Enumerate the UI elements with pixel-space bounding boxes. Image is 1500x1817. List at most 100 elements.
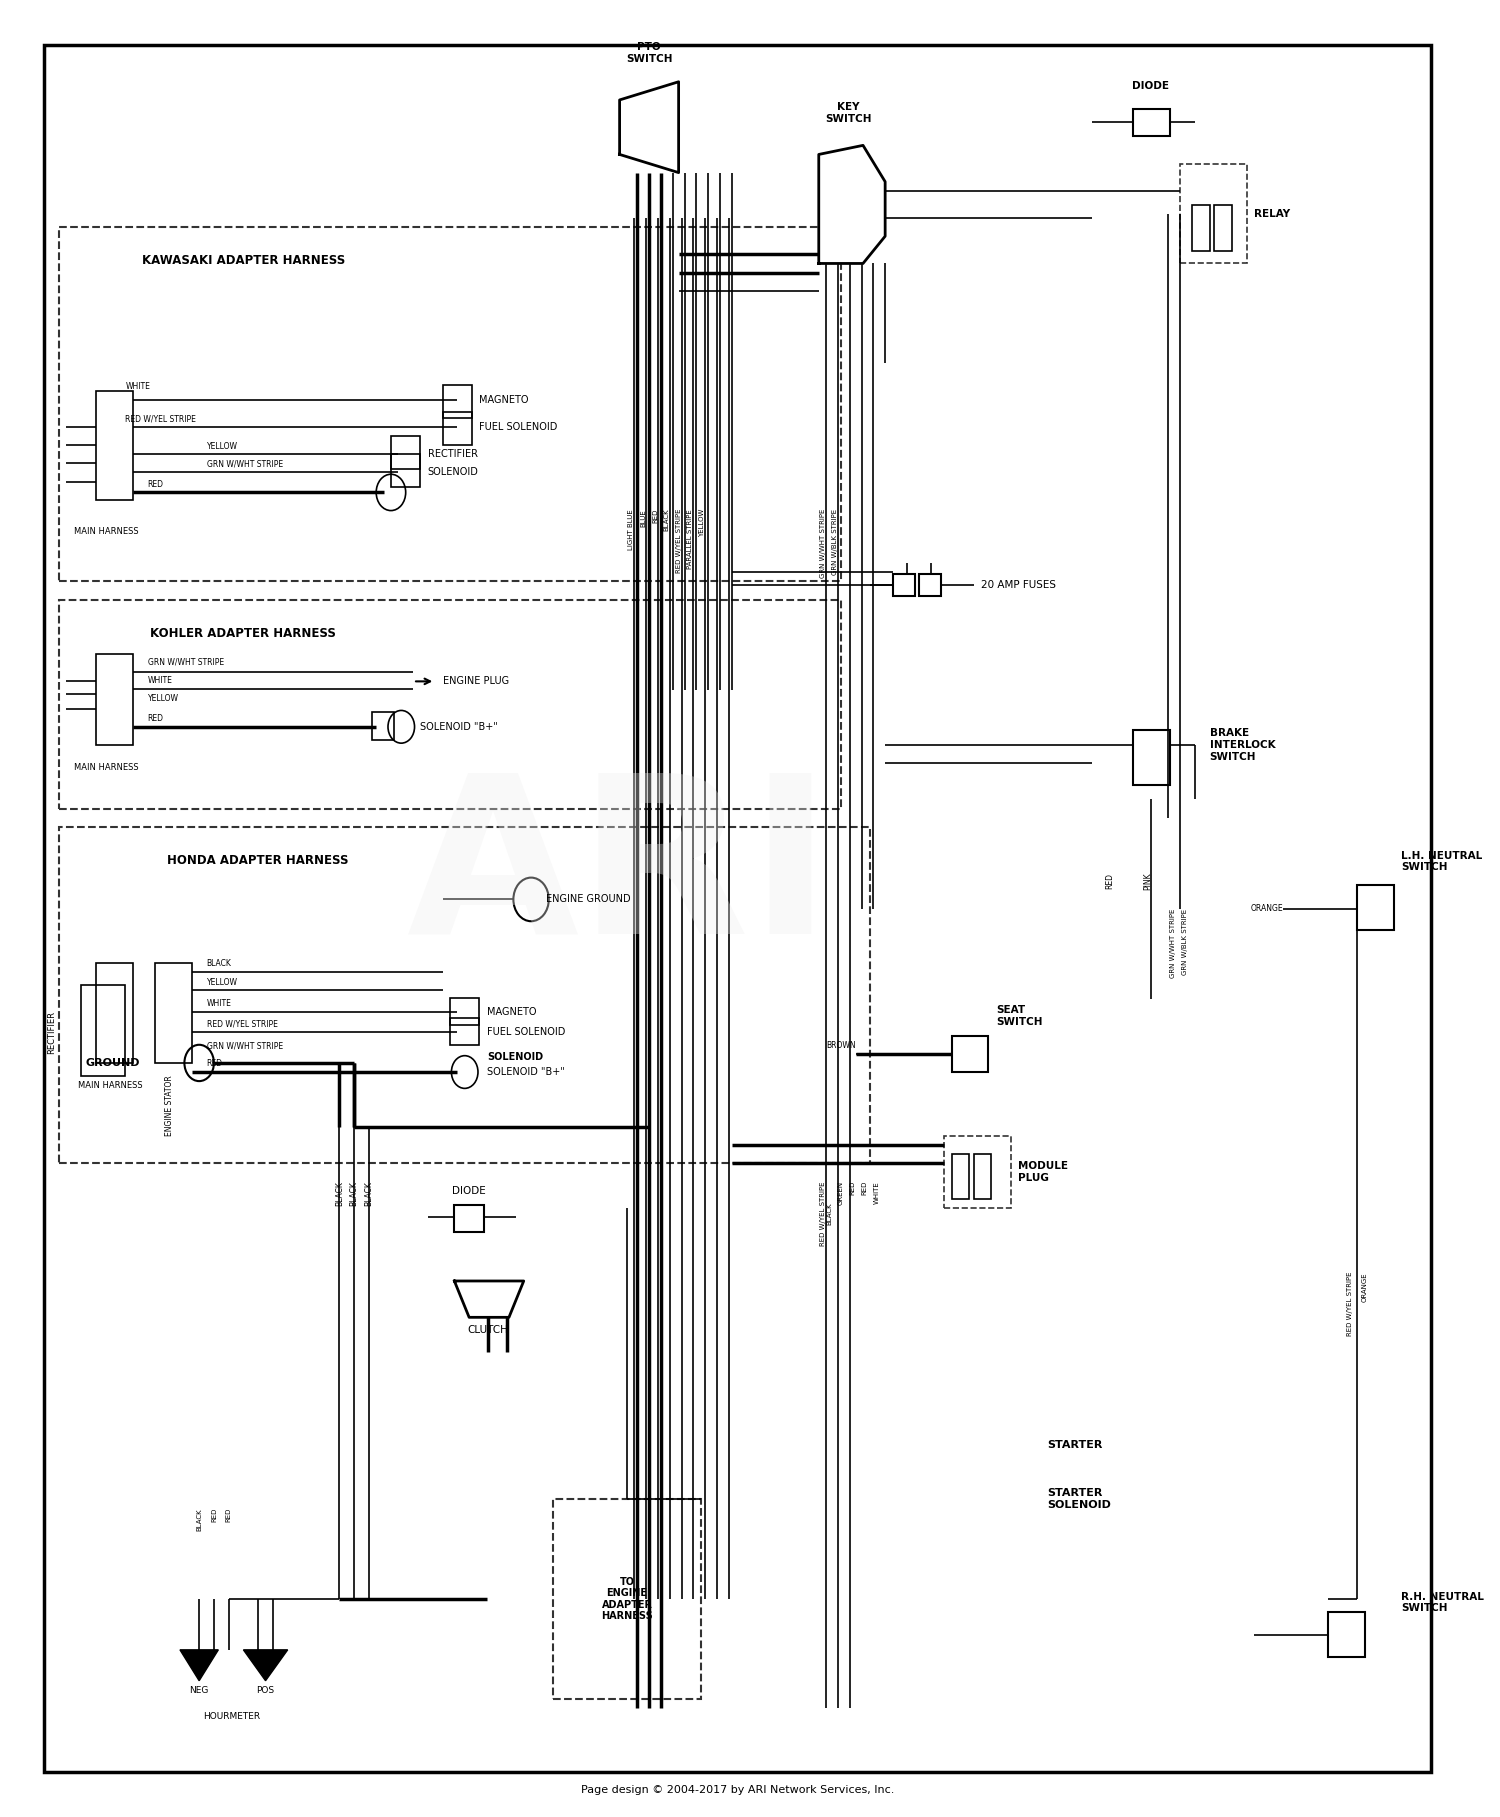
Text: MAIN HARNESS: MAIN HARNESS bbox=[74, 527, 138, 536]
Text: RED W/YEL STRIPE: RED W/YEL STRIPE bbox=[126, 414, 196, 423]
Text: RED W/YEL STRIPE: RED W/YEL STRIPE bbox=[1347, 1272, 1353, 1335]
Text: RED: RED bbox=[211, 1508, 217, 1523]
Text: HONDA ADAPTER HARNESS: HONDA ADAPTER HARNESS bbox=[168, 854, 350, 867]
Bar bbox=[450, 998, 480, 1025]
Text: RECTIFIER: RECTIFIER bbox=[46, 1010, 56, 1054]
Text: SOLENOID: SOLENOID bbox=[488, 1052, 543, 1063]
Bar bbox=[951, 1036, 988, 1072]
Bar bbox=[1328, 1612, 1365, 1657]
Bar bbox=[1214, 205, 1231, 251]
Text: KAWASAKI ADAPTER HARNESS: KAWASAKI ADAPTER HARNESS bbox=[142, 254, 345, 267]
Bar bbox=[154, 963, 192, 1063]
Text: RED: RED bbox=[225, 1508, 231, 1523]
Polygon shape bbox=[454, 1281, 524, 1317]
Text: BLACK: BLACK bbox=[196, 1508, 202, 1530]
Text: GRN W/BLK STRIPE: GRN W/BLK STRIPE bbox=[1182, 908, 1188, 974]
Bar bbox=[974, 1154, 992, 1199]
Bar bbox=[1192, 205, 1209, 251]
Text: RED: RED bbox=[147, 714, 164, 723]
Bar bbox=[554, 1499, 700, 1699]
Text: YELLOW: YELLOW bbox=[207, 442, 237, 451]
Text: MAGNETO: MAGNETO bbox=[480, 394, 530, 405]
Text: RED: RED bbox=[861, 1181, 867, 1196]
Bar bbox=[920, 574, 940, 596]
Text: RED W/YEL STRIPE: RED W/YEL STRIPE bbox=[675, 509, 681, 572]
Text: FUEL SOLENOID: FUEL SOLENOID bbox=[488, 1027, 566, 1038]
Text: GRN W/WHT STRIPE: GRN W/WHT STRIPE bbox=[821, 509, 827, 578]
Text: SEAT
SWITCH: SEAT SWITCH bbox=[996, 1005, 1042, 1027]
Bar bbox=[1132, 109, 1170, 136]
Text: GRN W/WHT STRIPE: GRN W/WHT STRIPE bbox=[207, 1041, 282, 1050]
Text: PTO
SWITCH: PTO SWITCH bbox=[626, 42, 672, 64]
Bar bbox=[1180, 164, 1246, 263]
Polygon shape bbox=[180, 1650, 219, 1681]
Text: GRN W/WHT STRIPE: GRN W/WHT STRIPE bbox=[207, 460, 282, 469]
Text: BLACK: BLACK bbox=[664, 509, 670, 531]
Text: MAIN HARNESS: MAIN HARNESS bbox=[78, 1081, 142, 1090]
Text: RED: RED bbox=[207, 1059, 222, 1068]
Text: BLACK: BLACK bbox=[207, 959, 231, 968]
Bar bbox=[1358, 885, 1394, 930]
Text: ENGINE STATOR: ENGINE STATOR bbox=[165, 1076, 174, 1136]
Text: ARI: ARI bbox=[406, 765, 832, 979]
Text: WHITE: WHITE bbox=[147, 676, 172, 685]
Text: MAGNETO: MAGNETO bbox=[488, 1007, 537, 1018]
Text: GRN W/WHT STRIPE: GRN W/WHT STRIPE bbox=[1170, 908, 1176, 978]
Text: YELLOW: YELLOW bbox=[699, 509, 705, 538]
Text: WHITE: WHITE bbox=[873, 1181, 879, 1205]
Text: CLUTCH: CLUTCH bbox=[468, 1325, 509, 1335]
Text: TO
ENGINE
ADAPTER
HARNESS: TO ENGINE ADAPTER HARNESS bbox=[602, 1577, 652, 1621]
Text: POS: POS bbox=[256, 1686, 274, 1695]
Text: BROWN: BROWN bbox=[827, 1041, 855, 1050]
Text: DIODE: DIODE bbox=[1132, 80, 1168, 91]
Bar bbox=[392, 454, 420, 487]
Text: STARTER: STARTER bbox=[1047, 1439, 1102, 1450]
Text: RED W/YEL STRIPE: RED W/YEL STRIPE bbox=[207, 1019, 278, 1028]
Text: KOHLER ADAPTER HARNESS: KOHLER ADAPTER HARNESS bbox=[150, 627, 336, 640]
Text: SOLENOID "B+": SOLENOID "B+" bbox=[420, 721, 498, 732]
Text: WHITE: WHITE bbox=[126, 382, 150, 391]
Bar bbox=[442, 385, 472, 418]
Text: NEG: NEG bbox=[189, 1686, 209, 1695]
Text: RED W/YEL STRIPE
BLACK: RED W/YEL STRIPE BLACK bbox=[819, 1181, 833, 1245]
Polygon shape bbox=[819, 145, 885, 263]
Text: FUEL SOLENOID: FUEL SOLENOID bbox=[480, 422, 558, 432]
Bar bbox=[392, 436, 420, 469]
Text: ENGINE GROUND: ENGINE GROUND bbox=[546, 894, 630, 905]
Text: BLACK: BLACK bbox=[350, 1181, 358, 1206]
Bar bbox=[951, 1154, 969, 1199]
Text: BLACK: BLACK bbox=[364, 1181, 374, 1206]
Text: BLUE: BLUE bbox=[640, 509, 646, 527]
Text: ENGINE PLUG: ENGINE PLUG bbox=[442, 676, 509, 687]
Text: LIGHT BLUE: LIGHT BLUE bbox=[628, 509, 634, 549]
Bar bbox=[58, 600, 842, 809]
Text: GREEN: GREEN bbox=[839, 1181, 844, 1205]
Text: RED: RED bbox=[147, 480, 164, 489]
Text: RECTIFIER: RECTIFIER bbox=[427, 449, 478, 460]
Text: STARTER
SOLENOID: STARTER SOLENOID bbox=[1047, 1488, 1112, 1510]
Text: DIODE: DIODE bbox=[453, 1185, 486, 1196]
Bar bbox=[58, 227, 842, 581]
Text: KEY
SWITCH: KEY SWITCH bbox=[825, 102, 872, 124]
Bar bbox=[450, 1018, 480, 1045]
Text: MAIN HARNESS: MAIN HARNESS bbox=[74, 763, 138, 772]
Text: MODULE
PLUG: MODULE PLUG bbox=[1019, 1161, 1068, 1183]
Text: RED: RED bbox=[652, 509, 658, 523]
Text: ORANGE: ORANGE bbox=[1251, 905, 1284, 912]
Bar bbox=[96, 391, 134, 500]
Text: ORANGE: ORANGE bbox=[1362, 1272, 1368, 1301]
Text: RED: RED bbox=[849, 1181, 855, 1196]
Bar bbox=[1132, 730, 1170, 785]
Bar bbox=[81, 985, 126, 1076]
Text: YELLOW: YELLOW bbox=[207, 978, 237, 987]
Bar bbox=[96, 963, 134, 1063]
Text: RED: RED bbox=[1106, 874, 1114, 889]
Text: GRN W/WHT STRIPE: GRN W/WHT STRIPE bbox=[147, 658, 224, 667]
Text: L.H. NEUTRAL
SWITCH: L.H. NEUTRAL SWITCH bbox=[1401, 850, 1482, 872]
Text: GROUND: GROUND bbox=[86, 1057, 140, 1068]
Bar bbox=[372, 712, 394, 740]
Text: GRN W/BLK STRIPE: GRN W/BLK STRIPE bbox=[833, 509, 839, 574]
Text: WHITE: WHITE bbox=[207, 999, 231, 1008]
Text: SOLENOID: SOLENOID bbox=[427, 467, 478, 478]
Polygon shape bbox=[243, 1650, 288, 1681]
